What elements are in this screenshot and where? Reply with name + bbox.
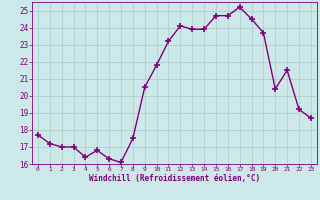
X-axis label: Windchill (Refroidissement éolien,°C): Windchill (Refroidissement éolien,°C) <box>89 174 260 183</box>
